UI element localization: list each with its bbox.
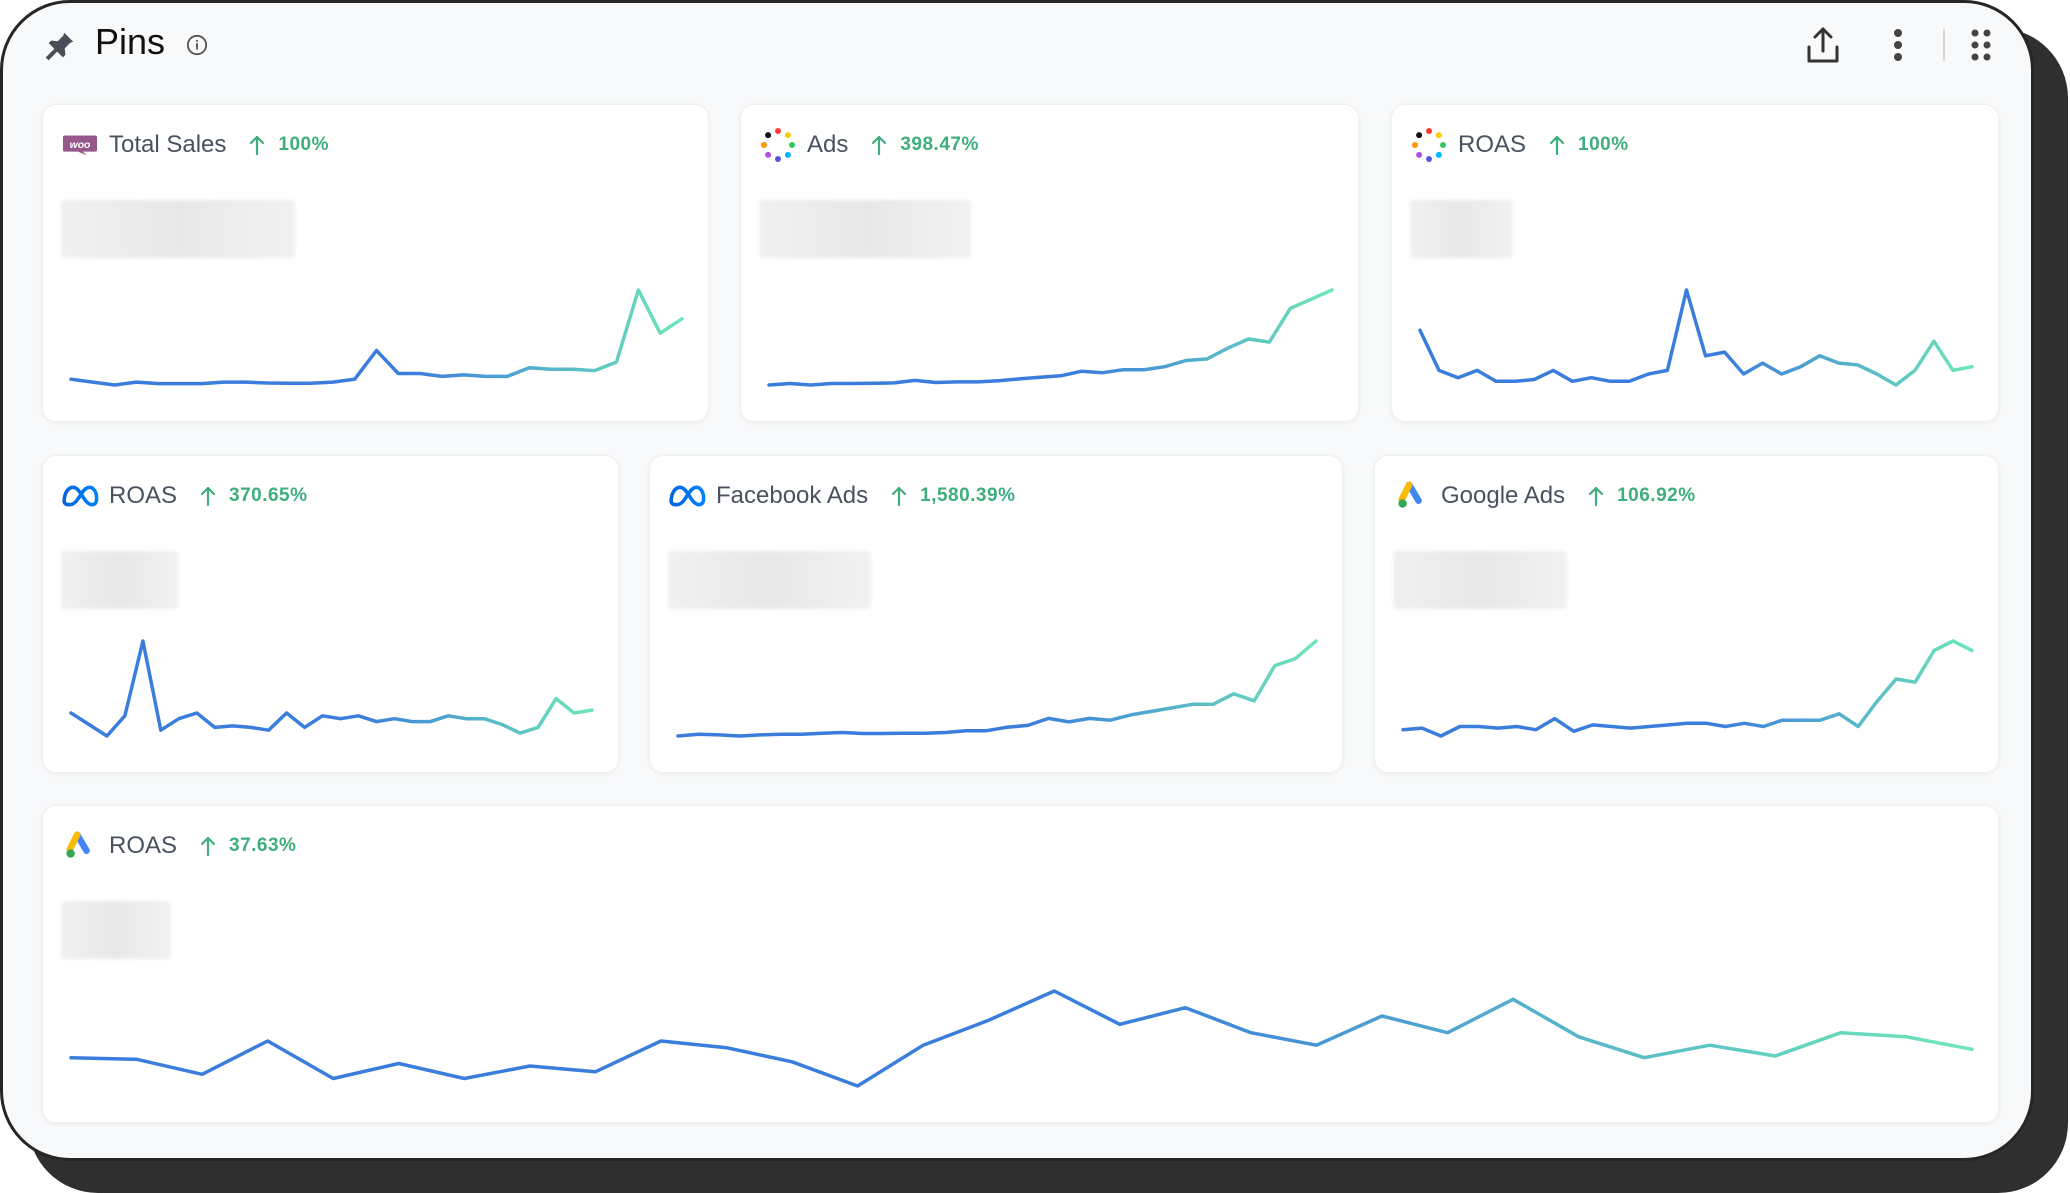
svg-text:woo: woo — [70, 140, 91, 151]
card-header: Facebook Ads 1,580.39% — [668, 474, 1015, 518]
card-header: ROAS 100% — [1410, 123, 1629, 167]
pin-card[interactable]: ROAS 100% — [1391, 104, 1999, 422]
pin-card[interactable]: Google Ads 106.92% — [1374, 455, 1999, 773]
multi-channel-icon — [759, 126, 797, 164]
change-percent: 37.63% — [229, 835, 297, 856]
pin-icon — [45, 32, 74, 61]
card-header: woo Total Sales 100% — [61, 123, 329, 167]
pin-card[interactable]: Ads 398.47% — [740, 104, 1359, 422]
redacted-value — [61, 551, 178, 609]
sparkline-chart — [69, 989, 1974, 1088]
header-divider — [1943, 29, 1945, 61]
redacted-value — [759, 200, 971, 258]
woocommerce-icon: woo — [61, 126, 99, 164]
card-header: ROAS 370.65% — [61, 474, 308, 518]
change-percent: 100% — [1578, 134, 1629, 155]
grid-icon[interactable] — [1963, 23, 2003, 67]
redacted-value — [61, 200, 295, 258]
pins-window: Pins woo Total Sales 100% — [0, 0, 2034, 1161]
arrow-up-icon — [199, 835, 217, 857]
arrow-up-icon — [1548, 134, 1566, 156]
card-header: Google Ads 106.92% — [1393, 474, 1696, 518]
meta-icon — [61, 477, 99, 515]
change-percent: 100% — [278, 134, 330, 155]
arrow-up-icon — [870, 134, 888, 156]
arrow-up-icon — [248, 134, 266, 156]
card-title: Ads — [807, 131, 849, 158]
change-percent: 106.92% — [1617, 485, 1696, 506]
sparkline-chart — [69, 288, 684, 387]
pin-card[interactable]: ROAS 370.65% — [42, 455, 619, 773]
card-title: Total Sales — [109, 131, 227, 158]
arrow-up-icon — [890, 485, 908, 507]
card-title: Google Ads — [1441, 482, 1566, 509]
sparkline-chart — [676, 639, 1318, 738]
google-ads-icon — [61, 827, 99, 865]
arrow-up-icon — [199, 485, 217, 507]
sparkline-series — [1418, 288, 1974, 387]
google-ads-icon — [1393, 477, 1431, 515]
change-percent: 1,580.39% — [920, 485, 1016, 506]
sparkline-chart — [1401, 639, 1974, 738]
sparkline-series — [767, 288, 1334, 387]
info-icon[interactable] — [186, 34, 208, 56]
redacted-value — [668, 551, 871, 609]
pin-card[interactable]: woo Total Sales 100% — [42, 104, 709, 422]
share-icon[interactable] — [1803, 23, 1843, 67]
card-header: ROAS 37.63% — [61, 824, 296, 868]
pin-card[interactable]: Facebook Ads 1,580.39% — [649, 455, 1343, 773]
header: Pins — [3, 3, 2031, 93]
card-title: ROAS — [1458, 131, 1527, 158]
sparkline-series — [69, 639, 594, 738]
redacted-value — [1410, 200, 1513, 258]
arrow-up-icon — [1587, 485, 1605, 507]
multi-channel-icon — [1410, 126, 1448, 164]
sparkline-series — [69, 288, 684, 387]
card-header: Ads 398.47% — [759, 123, 979, 167]
redacted-value — [1393, 551, 1567, 609]
sparkline-chart — [767, 288, 1334, 387]
change-percent: 370.65% — [229, 485, 308, 506]
more-vertical-icon[interactable] — [1883, 23, 1913, 67]
sparkline-series — [69, 989, 1974, 1088]
card-title: Facebook Ads — [716, 482, 869, 509]
meta-icon — [668, 477, 706, 515]
page-title: Pins — [95, 21, 166, 62]
card-title: ROAS — [109, 482, 178, 509]
pin-card[interactable]: ROAS 37.63% — [42, 805, 1999, 1123]
redacted-value — [61, 901, 171, 959]
card-title: ROAS — [109, 832, 178, 859]
sparkline-series — [676, 639, 1318, 738]
change-percent: 398.47% — [900, 134, 979, 155]
sparkline-chart — [69, 639, 594, 738]
sparkline-chart — [1418, 288, 1974, 387]
sparkline-series — [1401, 639, 1974, 738]
